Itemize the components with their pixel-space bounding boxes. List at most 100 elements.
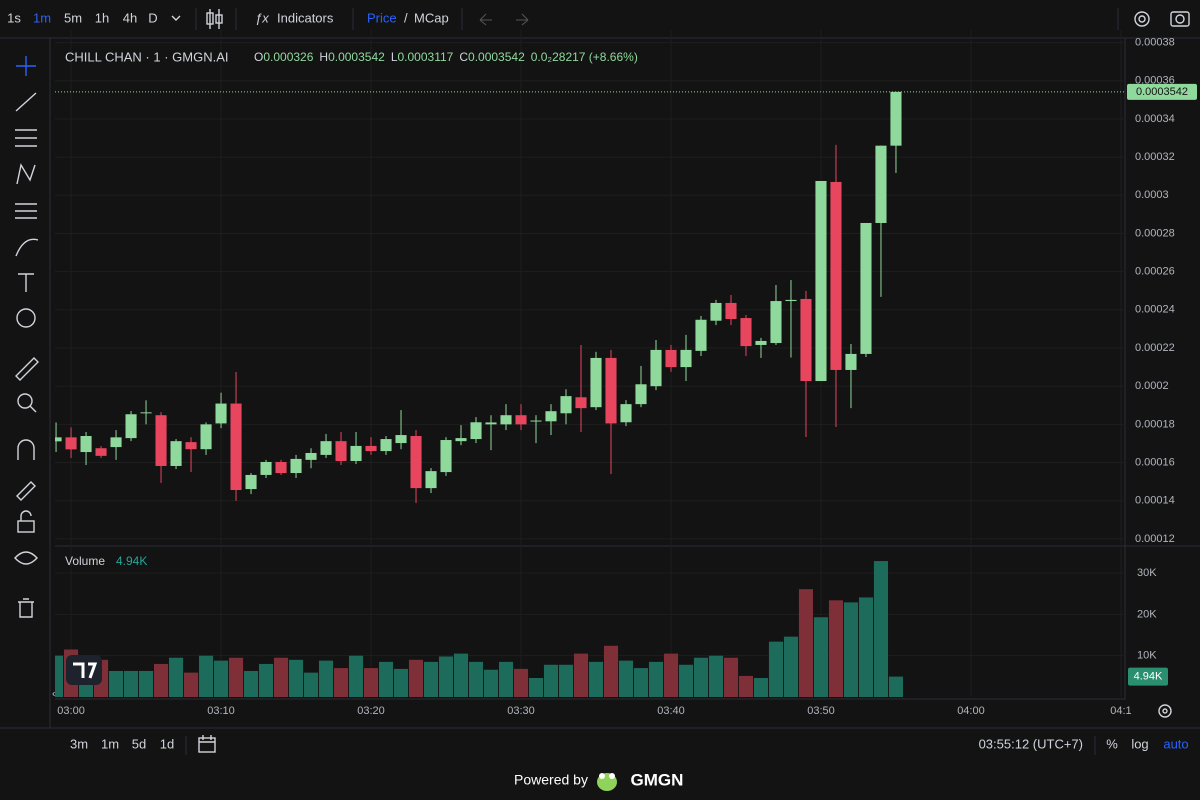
ohlc-prefix: C xyxy=(459,50,468,64)
auto-toggle[interactable]: auto xyxy=(1163,736,1188,751)
volume-tick-label: 10K xyxy=(1137,650,1157,662)
candle-body xyxy=(305,452,317,460)
candle-body xyxy=(785,299,797,302)
brush-tool[interactable] xyxy=(15,238,39,257)
volume-bar xyxy=(288,659,304,697)
ohlc-prefix: H xyxy=(319,50,328,64)
ruler-tool[interactable] xyxy=(15,357,39,381)
redo-icon[interactable] xyxy=(516,13,529,26)
y-tick-label: 0.00022 xyxy=(1135,342,1175,354)
volume-bar xyxy=(693,657,709,697)
candle-body xyxy=(815,180,827,382)
volume-bar xyxy=(318,660,334,697)
interval[interactable]: 1m xyxy=(33,10,51,25)
goto-date-icon[interactable] xyxy=(198,735,216,753)
candle-body xyxy=(155,415,167,466)
delete-tool[interactable] xyxy=(18,598,34,618)
pattern-tool[interactable] xyxy=(16,163,36,185)
range-button[interactable]: 1d xyxy=(160,736,174,751)
candle-body xyxy=(200,424,212,450)
last-price-label: 0.0003542 xyxy=(1136,86,1188,98)
candle-body xyxy=(260,461,272,475)
volume-bar xyxy=(888,676,904,697)
fx-icon[interactable]: ƒx xyxy=(255,10,269,25)
zoom-tool[interactable] xyxy=(17,393,37,413)
candle-body xyxy=(320,441,332,455)
magnet-tool[interactable] xyxy=(17,439,35,460)
interval[interactable]: D xyxy=(148,10,157,25)
emoji-tool[interactable] xyxy=(16,308,36,328)
candle-body xyxy=(590,357,602,408)
volume-bar xyxy=(558,664,574,697)
volume-bar xyxy=(138,670,154,697)
lock-tool[interactable] xyxy=(17,510,35,533)
percent-toggle[interactable]: % xyxy=(1106,736,1118,751)
lock-draw-tool[interactable] xyxy=(16,481,36,501)
candle-body xyxy=(530,420,542,422)
price-toggle[interactable]: Price xyxy=(367,10,397,25)
volume-pane xyxy=(55,561,904,697)
range-button[interactable]: 5d xyxy=(132,736,146,751)
interval[interactable]: 5m xyxy=(64,10,82,25)
visibility-tool[interactable] xyxy=(14,551,38,565)
indicators-button[interactable]: Indicators xyxy=(277,10,334,25)
volume-bar xyxy=(753,677,769,697)
candle-body xyxy=(425,471,437,489)
volume-bar xyxy=(168,657,184,697)
price-pane xyxy=(55,91,902,504)
undo-icon[interactable] xyxy=(479,13,492,26)
volume-bar xyxy=(573,653,589,697)
volume-bar xyxy=(408,659,424,697)
volume-bar xyxy=(873,561,889,697)
ohlc-prefix: O xyxy=(254,50,263,64)
y-tick-label: 0.0002 xyxy=(1135,380,1169,392)
projection-tool[interactable] xyxy=(15,203,37,219)
settings-icon[interactable] xyxy=(1134,11,1150,27)
volume-bar xyxy=(798,589,814,697)
volume-bar xyxy=(828,600,844,697)
volume-tick-label: 30K xyxy=(1137,567,1157,579)
volume-bar xyxy=(108,670,124,697)
axis-settings-icon[interactable] xyxy=(1158,704,1172,718)
screenshot-icon[interactable] xyxy=(1170,11,1190,27)
volume-bar xyxy=(453,653,469,697)
log-toggle[interactable]: log xyxy=(1131,736,1148,751)
dropdown-icon[interactable] xyxy=(171,15,181,21)
volume-value: 4.94K xyxy=(116,554,147,568)
gmgn-logo xyxy=(597,773,617,791)
candle-body xyxy=(290,458,302,474)
crosshair-tool[interactable] xyxy=(16,56,36,76)
candle-body xyxy=(650,349,662,387)
volume-bar xyxy=(273,657,289,697)
interval[interactable]: 1h xyxy=(95,10,109,25)
fib-tool[interactable] xyxy=(15,129,37,147)
x-tick-label: 03:30 xyxy=(507,705,535,717)
chart-type-icon[interactable] xyxy=(206,9,223,29)
volume-bar xyxy=(498,661,514,697)
volume-bar xyxy=(543,664,559,697)
ohlc-value: 0.000326 xyxy=(263,50,313,64)
text-tool[interactable] xyxy=(18,273,34,292)
volume-bar xyxy=(813,617,829,697)
candle-body xyxy=(335,441,347,462)
candle-body xyxy=(80,436,92,453)
candle-body xyxy=(860,222,872,354)
volume-bar xyxy=(228,657,244,697)
tv-logo xyxy=(66,655,102,685)
y-tick-label: 0.00012 xyxy=(1135,533,1175,545)
candle-body xyxy=(245,474,257,490)
volume-bar xyxy=(663,653,679,697)
range-button[interactable]: 1m xyxy=(101,736,119,751)
mcap-toggle[interactable]: MCap xyxy=(414,10,449,25)
volume-bar xyxy=(708,655,724,697)
candle-body xyxy=(545,411,557,422)
range-button[interactable]: 3m xyxy=(70,736,88,751)
candle-body xyxy=(875,145,887,223)
interval[interactable]: 4h xyxy=(123,10,137,25)
interval[interactable]: 1s xyxy=(7,10,21,25)
candle-body xyxy=(845,353,857,370)
candle-body xyxy=(410,436,422,489)
trend-line-tool[interactable] xyxy=(15,92,37,112)
y-tick-label: 0.00018 xyxy=(1135,418,1175,430)
scroll-arrow[interactable]: ‹ xyxy=(52,689,55,700)
